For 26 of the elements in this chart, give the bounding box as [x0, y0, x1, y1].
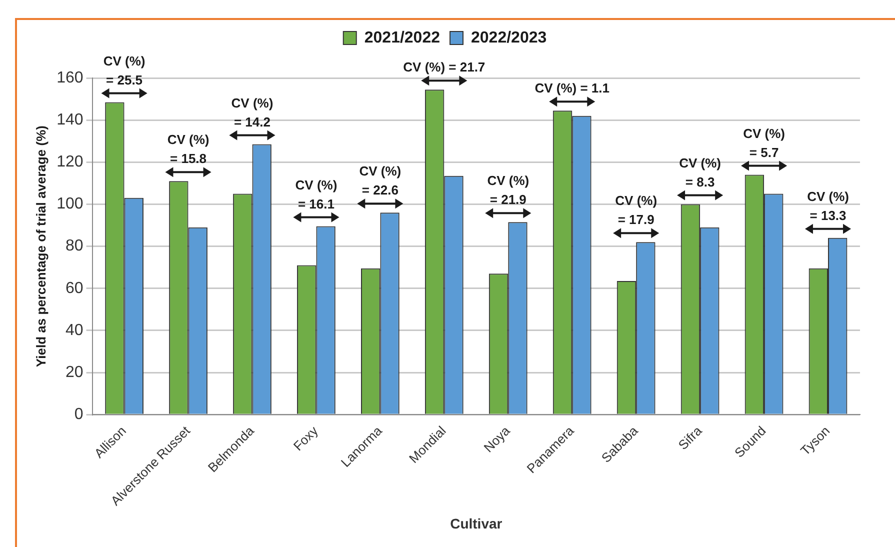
y-tick-label: 20 — [66, 364, 84, 381]
x-axis-title: Cultivar — [450, 515, 503, 532]
annotation: CV (%) = 13.3 — [807, 188, 849, 223]
y-axis-title: Yield as percentage of trial average (%) — [33, 126, 48, 368]
x-tick-label: Sifra — [675, 422, 706, 453]
y-tick-label: 140 — [56, 111, 84, 128]
text: CV (%) = 21.7 — [403, 60, 486, 75]
annotation: CV (%) = 16.1 — [295, 177, 338, 212]
y-tick-label: 60 — [66, 280, 84, 297]
y-tick-label: 40 — [66, 322, 84, 339]
annotation: CV (%) = 15.8 — [167, 132, 210, 166]
annotation: CV (%) = 14.2 — [231, 95, 274, 130]
annotation: CV (%) = 17.9 — [615, 193, 658, 228]
y-tick-label: 80 — [66, 238, 84, 255]
annotation: CV (%) = 5.7 — [743, 126, 785, 160]
annotation: CV (%) = 25.5 — [103, 53, 146, 88]
legend-label: 2021/2022 — [364, 29, 440, 46]
y-tick-label: 160 — [56, 69, 84, 86]
y-tick-label: 0 — [74, 406, 84, 423]
y-tick-label: 100 — [56, 196, 84, 213]
y-tick-label: 120 — [56, 154, 84, 171]
annotation: CV (%) = 22.6 — [359, 164, 402, 198]
annotation: CV (%) = 1.1 — [534, 80, 610, 96]
annotation: CV (%) = 21.9 — [487, 173, 530, 208]
legend-label: 2022/2023 — [471, 29, 547, 46]
annotation: CV (%) = 8.3 — [679, 155, 722, 190]
